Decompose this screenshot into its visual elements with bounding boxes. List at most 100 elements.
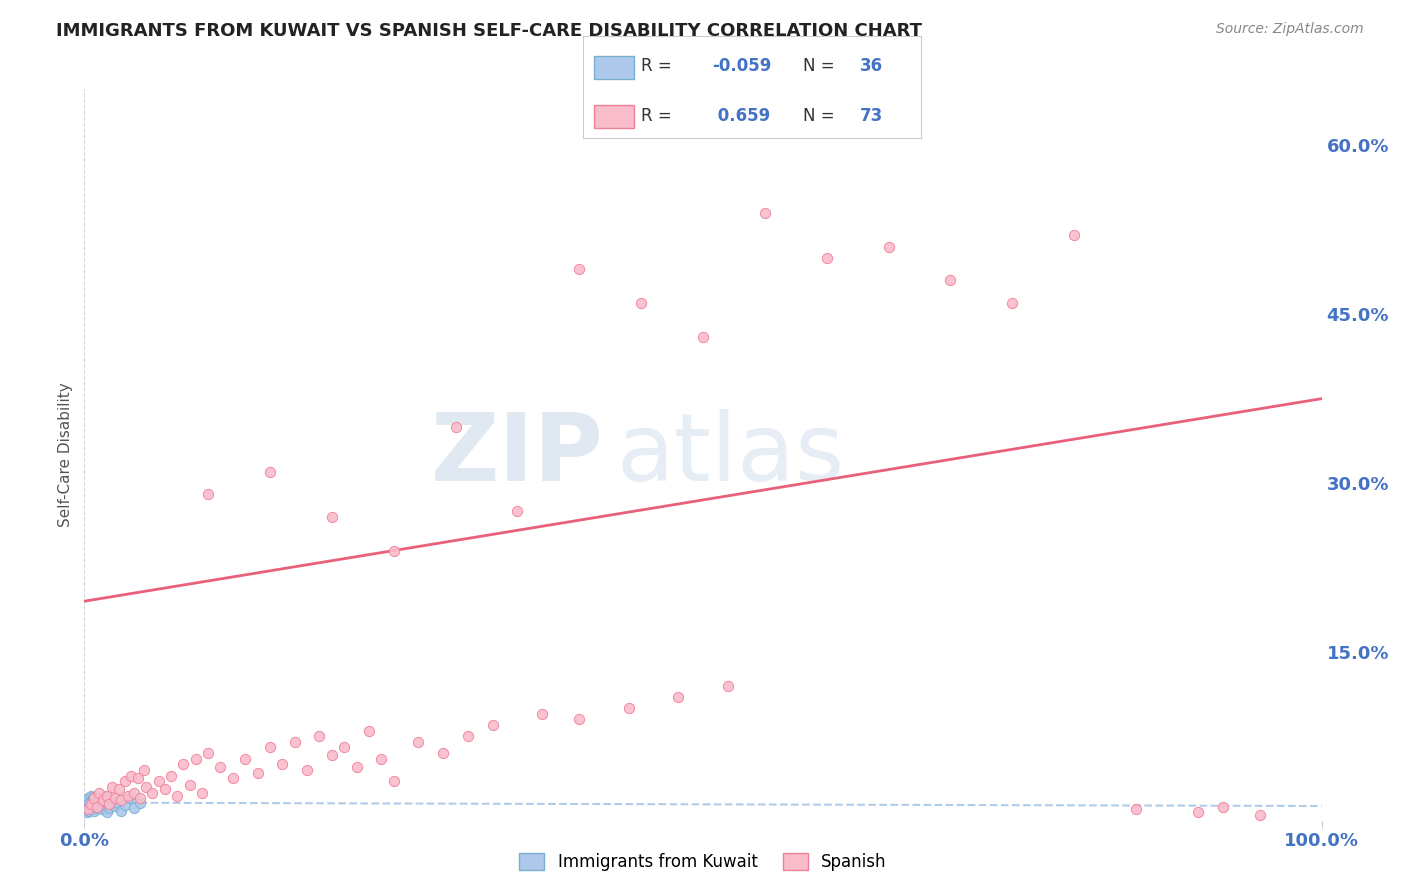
Point [1249, 808, 1271, 822]
Point [172, 757, 194, 772]
Point [89, 791, 111, 805]
Point [84, 797, 107, 812]
Point [209, 759, 232, 773]
Point [96, 789, 118, 803]
Point [692, 330, 714, 344]
Point [184, 752, 207, 766]
Point [129, 796, 152, 810]
Point [76, 805, 98, 819]
Point [93, 800, 115, 814]
Point [79, 797, 101, 811]
Point [568, 262, 591, 277]
Point [79, 804, 101, 818]
Point [382, 543, 405, 558]
Text: N =: N = [803, 57, 839, 76]
Point [114, 797, 136, 812]
Point [153, 782, 176, 797]
Point [506, 504, 529, 518]
Point [97, 797, 120, 811]
Text: IMMIGRANTS FROM KUWAIT VS SPANISH SELF-CARE DISABILITY CORRELATION CHART: IMMIGRANTS FROM KUWAIT VS SPANISH SELF-C… [56, 22, 922, 40]
Point [75, 793, 97, 807]
Point [1212, 800, 1234, 814]
Point [717, 679, 740, 693]
Point [222, 771, 245, 785]
Point [370, 752, 392, 766]
Point [98, 797, 121, 811]
Point [346, 759, 368, 773]
Point [86, 800, 108, 814]
Point [79, 796, 101, 810]
Point [754, 206, 776, 220]
Point [284, 735, 307, 749]
Point [568, 712, 591, 726]
Point [77, 791, 100, 805]
Point [82, 790, 104, 805]
Point [408, 735, 430, 749]
Point [89, 785, 111, 799]
Point [110, 804, 132, 818]
Point [86, 792, 108, 806]
Point [233, 752, 256, 766]
Point [96, 805, 118, 819]
Point [357, 723, 380, 738]
Point [87, 796, 110, 810]
Text: atlas: atlas [616, 409, 845, 501]
Point [75, 802, 97, 816]
Text: 73: 73 [860, 107, 883, 125]
Point [321, 509, 343, 524]
Point [122, 785, 145, 799]
Point [83, 804, 105, 818]
Text: ZIP: ZIP [432, 409, 605, 501]
Point [666, 690, 689, 704]
Point [77, 800, 100, 814]
Text: Source: ZipAtlas.com: Source: ZipAtlas.com [1216, 22, 1364, 37]
Point [79, 799, 101, 814]
Point [160, 769, 183, 783]
Point [122, 801, 145, 815]
Point [86, 801, 108, 815]
Point [110, 793, 132, 807]
FancyBboxPatch shape [593, 56, 634, 78]
Point [104, 791, 127, 805]
Point [630, 296, 652, 310]
Point [90, 802, 112, 816]
Point [82, 797, 104, 811]
Point [259, 740, 281, 755]
Point [333, 740, 356, 755]
Point [91, 793, 114, 807]
Point [114, 774, 136, 789]
Point [382, 774, 405, 789]
Point [104, 799, 127, 814]
Point [617, 701, 640, 715]
Text: 36: 36 [860, 57, 883, 76]
Point [815, 251, 838, 265]
Point [79, 789, 101, 803]
Point [271, 757, 294, 772]
Point [1001, 296, 1024, 310]
Y-axis label: Self-Care Disability: Self-Care Disability [58, 383, 73, 527]
Point [166, 789, 188, 803]
Point [127, 771, 149, 785]
Point [246, 766, 269, 780]
Point [308, 729, 330, 743]
Point [83, 793, 105, 807]
Point [531, 706, 554, 721]
Point [432, 746, 454, 760]
Point [148, 774, 170, 789]
Point [457, 729, 479, 743]
Point [91, 795, 114, 809]
Point [197, 746, 219, 760]
Point [132, 763, 155, 777]
FancyBboxPatch shape [593, 105, 634, 128]
Legend: Immigrants from Kuwait, Spanish: Immigrants from Kuwait, Spanish [513, 847, 893, 878]
Point [259, 465, 281, 479]
Point [77, 802, 100, 816]
Point [98, 801, 121, 815]
Point [481, 718, 503, 732]
Point [1187, 805, 1209, 819]
Point [295, 763, 318, 777]
Point [191, 785, 214, 799]
Point [179, 778, 201, 792]
Point [1063, 228, 1085, 243]
Point [120, 769, 142, 783]
